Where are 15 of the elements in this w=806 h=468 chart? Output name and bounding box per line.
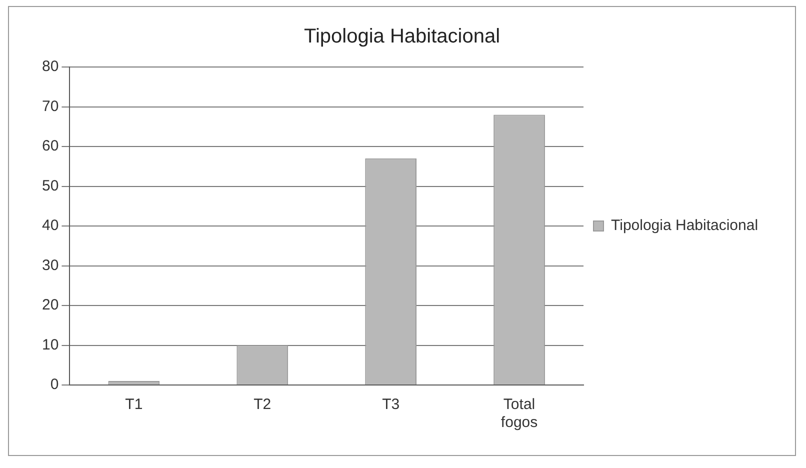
y-tick-label: 70 — [42, 98, 59, 115]
legend-label: Tipologia Habitacional — [611, 217, 758, 234]
y-tick-label: 20 — [42, 296, 59, 314]
x-tick-label: T3 — [382, 396, 400, 414]
y-tick-label: 80 — [42, 58, 59, 76]
x-tick-label: T2 — [254, 396, 272, 414]
chart-title: Tipologia Habitacional — [304, 26, 500, 48]
y-tick-label: 10 — [42, 336, 59, 354]
y-tick-label: 30 — [42, 256, 59, 274]
y-tick-label: 60 — [42, 138, 59, 155]
y-tick-label: 50 — [42, 177, 59, 194]
y-tick-label: 0 — [50, 376, 59, 394]
x-tick-label: T1 — [125, 396, 143, 414]
x-tick-label: Total fogos — [500, 396, 538, 432]
y-tick-label: 40 — [42, 217, 59, 234]
